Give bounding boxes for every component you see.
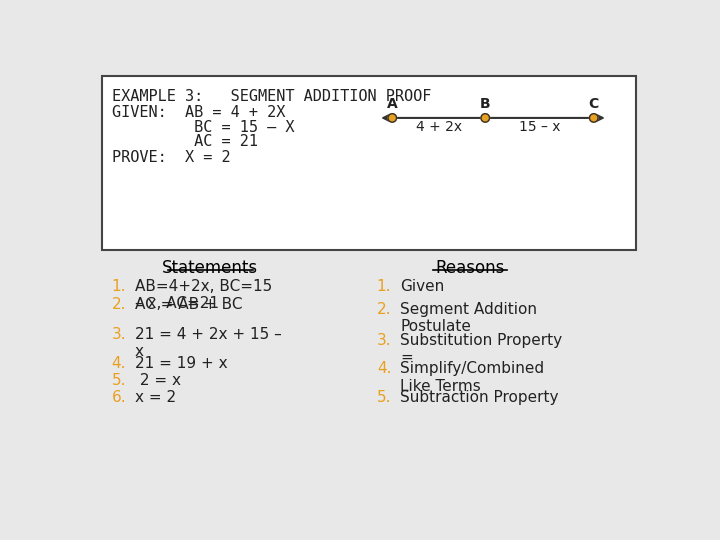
Text: 4.: 4. <box>112 356 126 371</box>
FancyBboxPatch shape <box>102 76 636 249</box>
Text: AC = AB + BC: AC = AB + BC <box>135 298 243 312</box>
Text: 3.: 3. <box>112 327 126 342</box>
Text: 15 – x: 15 – x <box>518 120 560 134</box>
Text: 2 = x: 2 = x <box>135 373 181 388</box>
Text: PROVE:  X = 2: PROVE: X = 2 <box>112 150 230 165</box>
Text: 6.: 6. <box>112 390 126 405</box>
Text: Given: Given <box>400 279 444 294</box>
Text: x = 2: x = 2 <box>135 390 176 405</box>
Text: Simplify/Combined
Like Terms: Simplify/Combined Like Terms <box>400 361 544 394</box>
Text: 1.: 1. <box>112 279 126 294</box>
Text: AC = 21: AC = 21 <box>112 134 258 149</box>
Text: C: C <box>589 97 599 111</box>
Text: Segment Addition
Postulate: Segment Addition Postulate <box>400 302 537 334</box>
Text: B: B <box>480 97 490 111</box>
Text: A: A <box>387 97 397 111</box>
Text: 5.: 5. <box>377 390 391 405</box>
Text: 2.: 2. <box>112 298 126 312</box>
Text: GIVEN:  AB = 4 + 2X: GIVEN: AB = 4 + 2X <box>112 105 285 120</box>
Circle shape <box>388 114 397 122</box>
Text: 5.: 5. <box>112 373 126 388</box>
Text: Statements: Statements <box>162 259 258 277</box>
Circle shape <box>481 114 490 122</box>
Text: 3.: 3. <box>377 333 392 348</box>
Text: BC = 15 – X: BC = 15 – X <box>112 120 294 135</box>
Text: 2.: 2. <box>377 302 391 317</box>
Text: EXAMPLE 3:   SEGMENT ADDITION PROOF: EXAMPLE 3: SEGMENT ADDITION PROOF <box>112 90 431 104</box>
Text: 4 + 2x: 4 + 2x <box>415 120 462 134</box>
Text: 1.: 1. <box>377 279 391 294</box>
Text: Subtraction Property: Subtraction Property <box>400 390 559 405</box>
Text: 21 = 19 + x: 21 = 19 + x <box>135 356 228 371</box>
Text: 4.: 4. <box>377 361 391 376</box>
Text: Substitution Property
=: Substitution Property = <box>400 333 562 365</box>
Text: AB=4+2x, BC=15
– x, AC=21: AB=4+2x, BC=15 – x, AC=21 <box>135 279 272 311</box>
Text: 21 = 4 + 2x + 15 –
x: 21 = 4 + 2x + 15 – x <box>135 327 282 359</box>
Text: Reasons: Reasons <box>435 259 505 277</box>
Circle shape <box>590 114 598 122</box>
